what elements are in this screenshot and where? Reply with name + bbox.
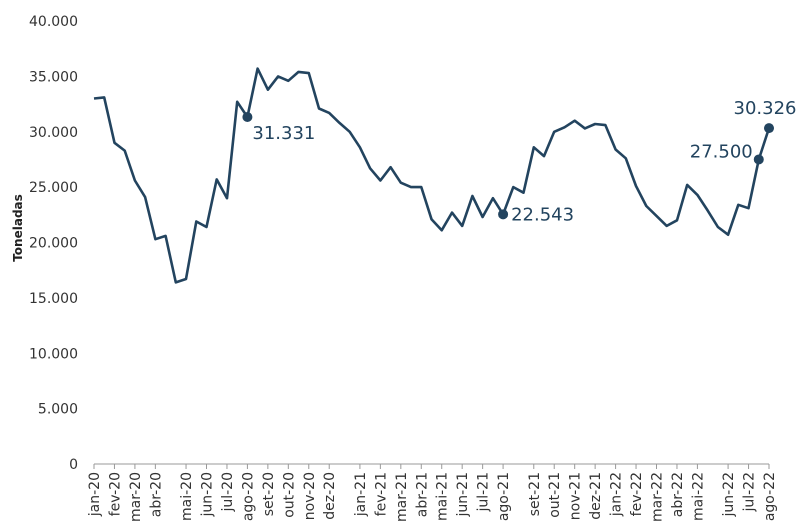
data-line — [93, 67, 771, 284]
data-point — [764, 123, 774, 134]
x-tick-label: set-20 — [261, 472, 277, 516]
data-label: 22.543 — [511, 204, 574, 225]
data-point — [242, 112, 253, 123]
x-tick-label: out-21 — [547, 472, 563, 518]
y-tick-label: 10.000 — [29, 346, 78, 362]
x-tick-label: jun-21 — [455, 472, 471, 518]
x-tick-label: fev-20 — [107, 472, 123, 516]
x-tick-label: ago-20 — [240, 472, 256, 521]
x-tick-label: out-20 — [281, 472, 297, 518]
x-tick-label: abr-22 — [670, 472, 686, 517]
y-tick-label: 35.000 — [29, 69, 78, 85]
data-point — [753, 154, 764, 165]
x-tick-label: mai-21 — [435, 472, 451, 521]
y-tick-label: 30.000 — [29, 125, 78, 141]
x-tick-label: mai-22 — [690, 472, 706, 521]
y-tick-label: 15.000 — [29, 291, 78, 307]
y-tick-label: 25.000 — [29, 180, 78, 196]
x-tick-label: fev-21 — [373, 472, 389, 516]
x-tick-label: dez-20 — [322, 472, 338, 520]
x-tick-label: set-21 — [527, 472, 543, 516]
x-tick-label: jul-22 — [742, 472, 758, 513]
x-tick-label: mai-20 — [179, 472, 195, 521]
y-tick-label: 0 — [69, 457, 78, 473]
x-tick-label: jun-20 — [200, 472, 216, 518]
x-tick-label: jan-22 — [609, 472, 625, 517]
data-label: 27.500 — [690, 141, 753, 162]
x-tick-label: ago-21 — [496, 472, 512, 521]
x-tick-label: jan-21 — [353, 472, 369, 517]
y-axis-label: Toneladas — [11, 194, 25, 262]
data-label: 31.331 — [252, 123, 315, 144]
data-point — [498, 209, 509, 220]
x-tick-label: jan-20 — [87, 472, 103, 517]
y-tick-label: 5.000 — [38, 402, 78, 418]
y-tick-label: 40.000 — [29, 14, 78, 30]
x-tick-label: mar-21 — [394, 472, 410, 522]
x-tick-label: nov-20 — [302, 472, 318, 520]
y-tick-label: 20.000 — [29, 236, 78, 252]
x-tick-label: fev-22 — [629, 472, 645, 516]
x-tick-label: nov-21 — [568, 472, 584, 520]
x-tick-label: dez-21 — [588, 472, 604, 520]
x-tick-label: jul-20 — [220, 472, 236, 513]
data-label: 30.326 — [734, 98, 797, 119]
x-tick-label: mar-20 — [128, 472, 144, 522]
x-tick-label: abr-20 — [148, 472, 164, 517]
x-tick-label: jul-21 — [476, 472, 492, 513]
x-tick-label: jun-22 — [721, 472, 737, 518]
x-tick-label: mar-22 — [650, 472, 666, 522]
x-tick-label: abr-21 — [414, 472, 430, 517]
x-tick-label: ago-22 — [762, 472, 778, 521]
